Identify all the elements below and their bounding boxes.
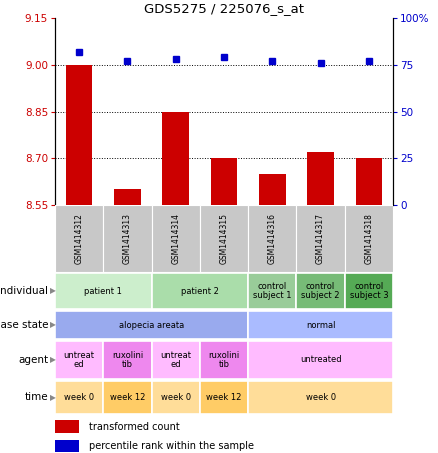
Bar bbox=[152, 205, 200, 272]
Bar bbox=[297, 273, 345, 309]
Text: week 0: week 0 bbox=[64, 393, 94, 402]
Bar bbox=[307, 152, 334, 205]
Bar bbox=[55, 381, 103, 414]
Title: GDS5275 / 225076_s_at: GDS5275 / 225076_s_at bbox=[144, 2, 304, 15]
Text: GSM1414312: GSM1414312 bbox=[74, 213, 84, 264]
Bar bbox=[345, 205, 393, 272]
Text: ruxolini
tib: ruxolini tib bbox=[208, 351, 240, 369]
Text: untreated: untreated bbox=[300, 356, 341, 365]
Bar bbox=[55, 341, 103, 379]
Text: week 0: week 0 bbox=[161, 393, 191, 402]
Text: control
subject 1: control subject 1 bbox=[253, 282, 292, 300]
Bar bbox=[103, 381, 152, 414]
Text: disease state: disease state bbox=[0, 320, 49, 330]
Bar bbox=[103, 341, 152, 379]
Text: control
subject 3: control subject 3 bbox=[350, 282, 388, 300]
Text: agent: agent bbox=[18, 355, 49, 365]
Text: week 0: week 0 bbox=[306, 393, 336, 402]
Text: normal: normal bbox=[306, 321, 336, 329]
Bar bbox=[152, 273, 248, 309]
Bar bbox=[200, 341, 248, 379]
Text: week 12: week 12 bbox=[206, 393, 242, 402]
Bar bbox=[114, 189, 141, 205]
Text: time: time bbox=[25, 392, 49, 403]
Text: individual: individual bbox=[0, 286, 49, 296]
Bar bbox=[152, 381, 200, 414]
Text: transformed count: transformed count bbox=[89, 422, 180, 432]
Bar bbox=[55, 420, 79, 433]
Text: ▶: ▶ bbox=[50, 321, 56, 329]
Bar bbox=[248, 311, 393, 339]
Bar bbox=[55, 311, 248, 339]
Bar bbox=[66, 65, 92, 205]
Text: patient 2: patient 2 bbox=[181, 286, 219, 295]
Bar bbox=[200, 205, 248, 272]
Text: GSM1414314: GSM1414314 bbox=[171, 213, 180, 264]
Text: GSM1414317: GSM1414317 bbox=[316, 213, 325, 264]
Text: GSM1414315: GSM1414315 bbox=[219, 213, 229, 264]
Bar bbox=[248, 273, 297, 309]
Text: GSM1414318: GSM1414318 bbox=[364, 213, 373, 264]
Text: control
subject 2: control subject 2 bbox=[301, 282, 340, 300]
Bar bbox=[200, 381, 248, 414]
Text: ▶: ▶ bbox=[50, 356, 56, 365]
Text: untreat
ed: untreat ed bbox=[64, 351, 95, 369]
Bar bbox=[211, 158, 237, 205]
Bar bbox=[162, 111, 189, 205]
Bar bbox=[55, 440, 79, 452]
Text: ▶: ▶ bbox=[50, 286, 56, 295]
Bar bbox=[55, 273, 152, 309]
Text: alopecia areata: alopecia areata bbox=[119, 321, 184, 329]
Text: ▶: ▶ bbox=[50, 393, 56, 402]
Bar bbox=[297, 205, 345, 272]
Bar bbox=[248, 341, 393, 379]
Bar bbox=[55, 205, 103, 272]
Text: percentile rank within the sample: percentile rank within the sample bbox=[89, 441, 254, 451]
Text: GSM1414316: GSM1414316 bbox=[268, 213, 277, 264]
Bar bbox=[345, 273, 393, 309]
Bar bbox=[152, 341, 200, 379]
Bar bbox=[248, 381, 393, 414]
Text: untreat
ed: untreat ed bbox=[160, 351, 191, 369]
Text: week 12: week 12 bbox=[110, 393, 145, 402]
Bar bbox=[356, 158, 382, 205]
Bar bbox=[248, 205, 297, 272]
Text: patient 1: patient 1 bbox=[85, 286, 122, 295]
Text: ruxolini
tib: ruxolini tib bbox=[112, 351, 143, 369]
Bar bbox=[259, 174, 286, 205]
Bar bbox=[103, 205, 152, 272]
Text: GSM1414313: GSM1414313 bbox=[123, 213, 132, 264]
